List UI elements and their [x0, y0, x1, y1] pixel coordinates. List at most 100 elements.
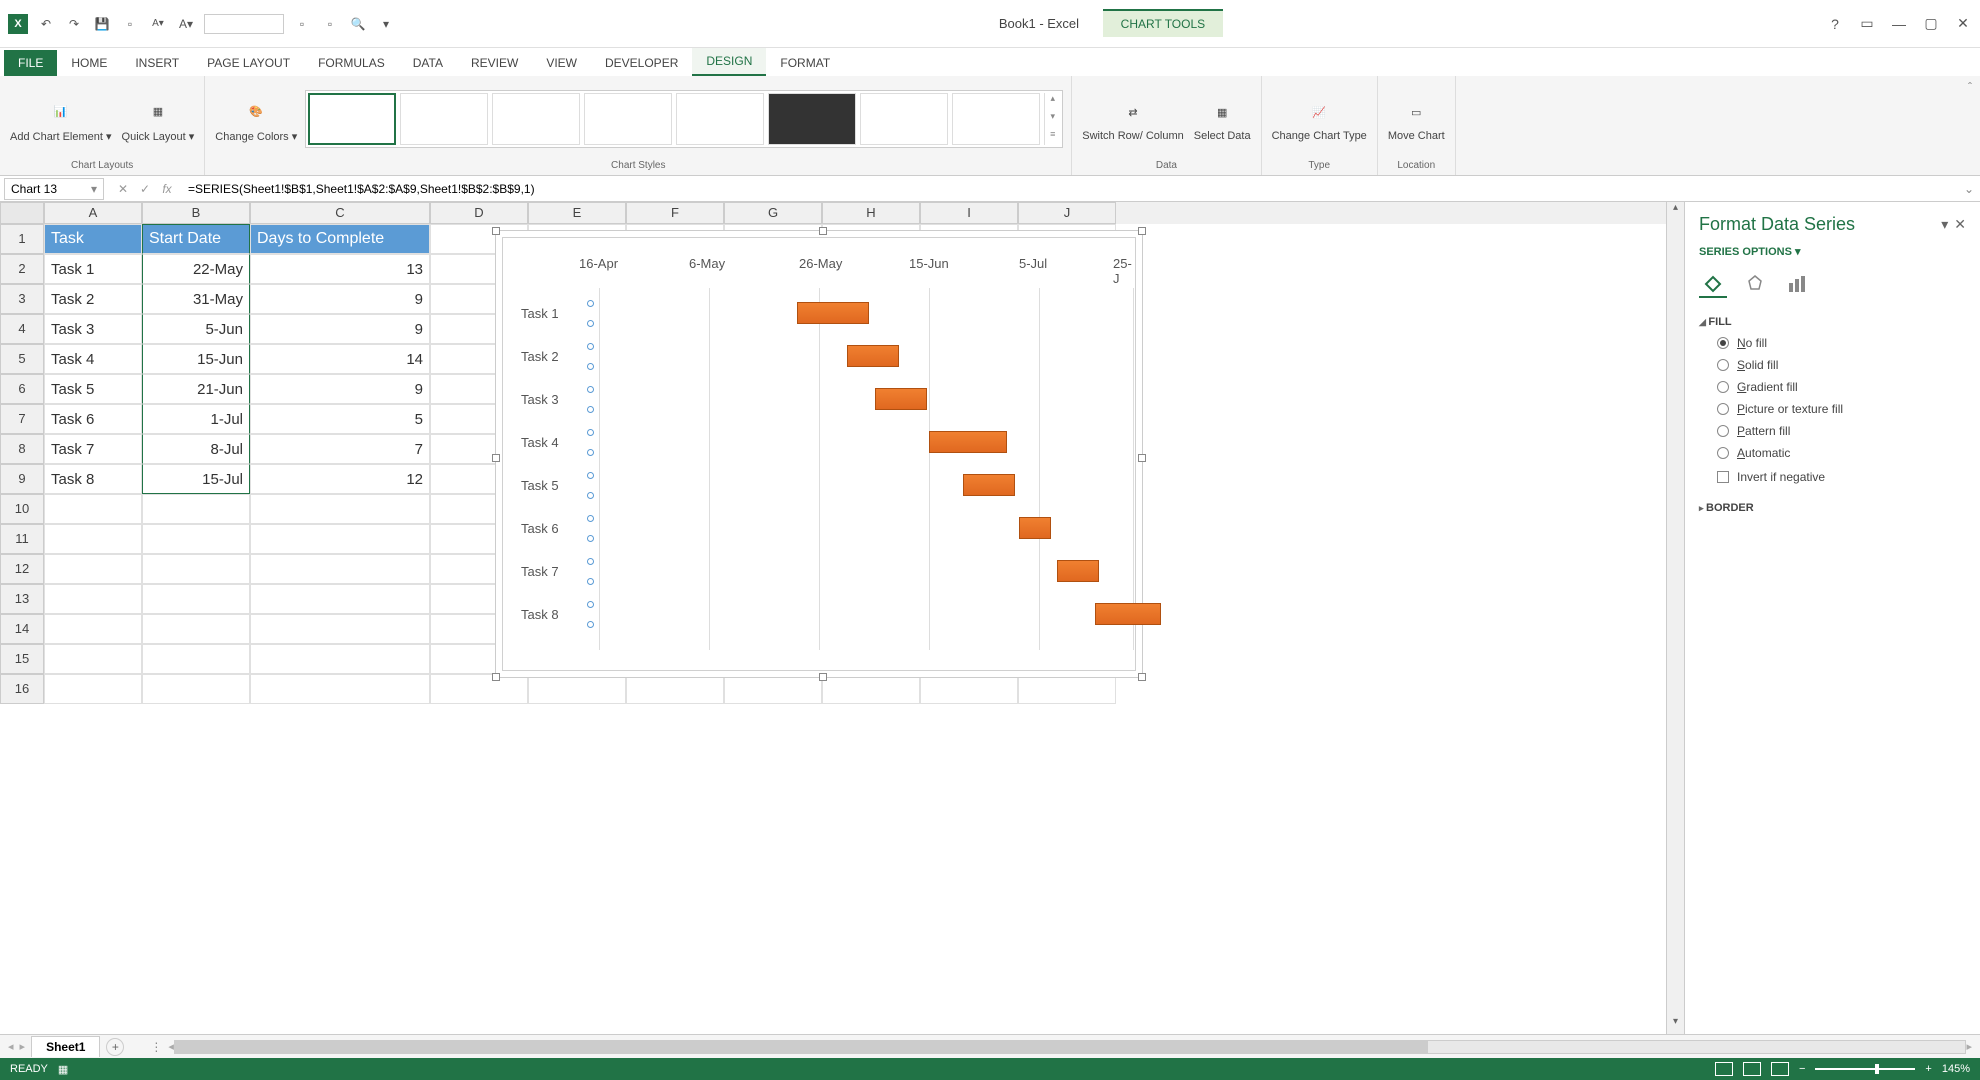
row-header[interactable]: 9	[0, 464, 44, 494]
cell[interactable]	[626, 674, 724, 704]
sheet-tab[interactable]: Sheet1	[31, 1036, 100, 1057]
cell[interactable]: 9	[250, 284, 430, 314]
column-header[interactable]: B	[142, 202, 250, 224]
fill-section-header[interactable]: FILL	[1699, 316, 1966, 328]
tab-developer[interactable]: DEVELOPER	[591, 50, 692, 76]
cell[interactable]	[142, 674, 250, 704]
close-button[interactable]: ✕	[1954, 15, 1972, 33]
style-thumb-8[interactable]	[952, 93, 1040, 145]
cell[interactable]	[44, 494, 142, 524]
style-thumb-3[interactable]	[492, 93, 580, 145]
qat-dropdown[interactable]	[204, 14, 284, 34]
row-header[interactable]: 8	[0, 434, 44, 464]
cell[interactable]	[142, 644, 250, 674]
tab-data[interactable]: DATA	[399, 50, 457, 76]
chart-bar[interactable]	[1019, 517, 1051, 539]
chart-bar[interactable]	[1057, 560, 1099, 582]
cell[interactable]	[250, 554, 430, 584]
style-thumb-6[interactable]	[768, 93, 856, 145]
fx-button[interactable]: fx	[158, 182, 176, 196]
tab-formulas[interactable]: FORMULAS	[304, 50, 399, 76]
qat-icon-3[interactable]: ▫	[320, 14, 340, 34]
maximize-button[interactable]: ▢	[1922, 15, 1940, 33]
formula-input[interactable]	[182, 179, 1958, 199]
chart-handle[interactable]	[492, 454, 500, 462]
chart-handle[interactable]	[1138, 454, 1146, 462]
cell[interactable]	[44, 614, 142, 644]
cell[interactable]: 8-Jul	[142, 434, 250, 464]
cell[interactable]	[250, 494, 430, 524]
select-data-button[interactable]: ▦Select Data	[1192, 94, 1253, 144]
cell[interactable]	[920, 674, 1018, 704]
style-thumb-2[interactable]	[400, 93, 488, 145]
fill-line-icon[interactable]	[1699, 270, 1727, 298]
switch-row-column-button[interactable]: ⇄Switch Row/ Column	[1080, 94, 1185, 144]
cell[interactable]: Days to Complete	[250, 224, 430, 254]
select-all-corner[interactable]	[0, 202, 44, 224]
chart-bar[interactable]	[963, 474, 1015, 496]
cell[interactable]: 15-Jul	[142, 464, 250, 494]
cell[interactable]	[142, 494, 250, 524]
help-button[interactable]: ?	[1826, 15, 1844, 33]
fill-option-gradient-fill[interactable]: Gradient fill	[1717, 380, 1966, 394]
expand-formula-button[interactable]: ⌄	[1958, 182, 1980, 196]
tab-insert[interactable]: INSERT	[121, 50, 193, 76]
chart-handle[interactable]	[819, 227, 827, 235]
row-header[interactable]: 14	[0, 614, 44, 644]
cell[interactable]: 5	[250, 404, 430, 434]
chart-handle[interactable]	[1138, 227, 1146, 235]
font-dec-icon[interactable]: A▾	[148, 14, 168, 34]
normal-view-button[interactable]	[1715, 1062, 1733, 1076]
chart-bar[interactable]	[875, 388, 927, 410]
chart-bar[interactable]	[797, 302, 869, 324]
tab-page-layout[interactable]: PAGE LAYOUT	[193, 50, 304, 76]
cell[interactable]	[44, 584, 142, 614]
scroll-up-button[interactable]: ▴	[1667, 202, 1684, 220]
chart-handle[interactable]	[492, 673, 500, 681]
cell[interactable]: Task 7	[44, 434, 142, 464]
fill-option-automatic[interactable]: Automatic	[1717, 446, 1966, 460]
cell[interactable]: 9	[250, 314, 430, 344]
cell[interactable]: 21-Jun	[142, 374, 250, 404]
row-header[interactable]: 16	[0, 674, 44, 704]
cell[interactable]: Task 3	[44, 314, 142, 344]
cell[interactable]	[430, 674, 528, 704]
chart-handle[interactable]	[1138, 673, 1146, 681]
column-header[interactable]: C	[250, 202, 430, 224]
cell[interactable]	[142, 614, 250, 644]
row-header[interactable]: 4	[0, 314, 44, 344]
move-chart-button[interactable]: ▭Move Chart	[1386, 94, 1447, 144]
cell[interactable]	[44, 524, 142, 554]
tab-file[interactable]: FILE	[4, 50, 57, 76]
hscroll-right[interactable]: ▸	[1966, 1040, 1972, 1053]
qat-icon-2[interactable]: ▫	[292, 14, 312, 34]
tab-view[interactable]: VIEW	[532, 50, 591, 76]
fill-option-solid-fill[interactable]: Solid fill	[1717, 358, 1966, 372]
qat-icon-5[interactable]: ▾	[376, 14, 396, 34]
add-chart-element-button[interactable]: 📊Add Chart Element ▾	[8, 94, 114, 145]
zoom-slider[interactable]	[1815, 1068, 1915, 1070]
style-thumb-4[interactable]	[584, 93, 672, 145]
style-thumb-7[interactable]	[860, 93, 948, 145]
cell[interactable]: Task 8	[44, 464, 142, 494]
font-inc-icon[interactable]: A▾	[176, 14, 196, 34]
cell[interactable]	[142, 584, 250, 614]
tab-format[interactable]: FORMAT	[766, 50, 844, 76]
column-header[interactable]: F	[626, 202, 724, 224]
gantt-chart[interactable]: 16-Apr6-May26-May15-Jun5-Jul25-JTask 1Ta…	[495, 230, 1143, 678]
row-header[interactable]: 6	[0, 374, 44, 404]
chart-bar[interactable]	[929, 431, 1007, 453]
row-header[interactable]: 12	[0, 554, 44, 584]
cell[interactable]: Task 4	[44, 344, 142, 374]
series-options-icon[interactable]	[1783, 270, 1811, 298]
zoom-in-button[interactable]: +	[1925, 1063, 1931, 1075]
cell[interactable]	[142, 554, 250, 584]
cell[interactable]: 7	[250, 434, 430, 464]
tab-home[interactable]: HOME	[57, 50, 121, 76]
series-options-dropdown[interactable]: SERIES OPTIONS ▾	[1699, 245, 1966, 258]
row-header[interactable]: 7	[0, 404, 44, 434]
border-section-header[interactable]: BORDER	[1699, 502, 1966, 514]
tab-review[interactable]: REVIEW	[457, 50, 532, 76]
redo-button[interactable]: ↷	[64, 14, 84, 34]
cell[interactable]	[250, 614, 430, 644]
